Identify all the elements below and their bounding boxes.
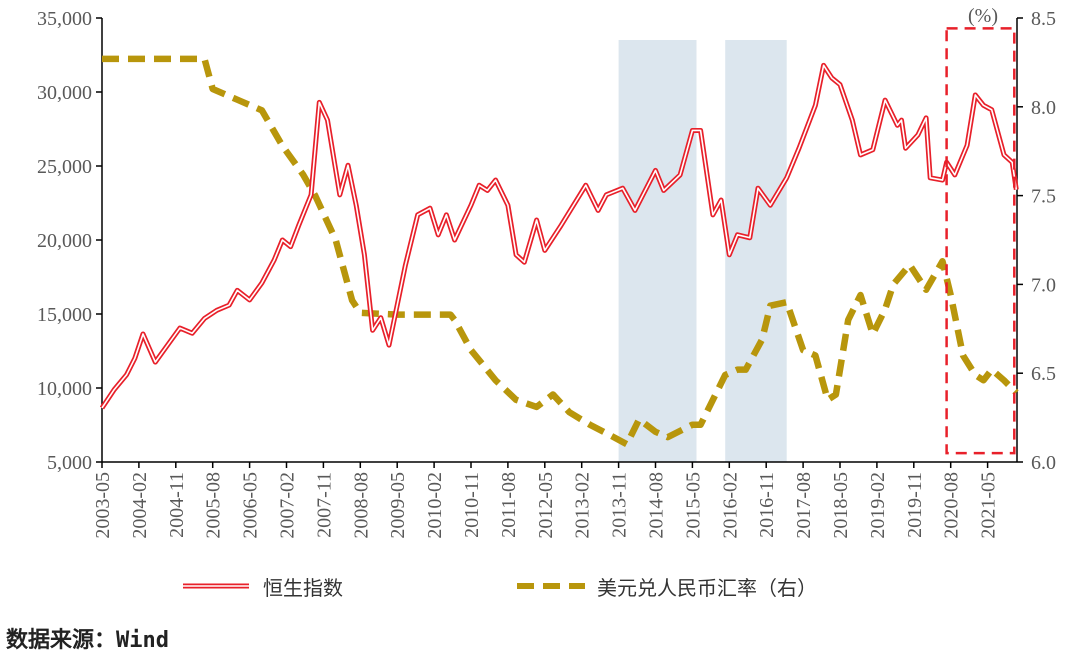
x-tick-label: 2017-08 <box>793 472 815 539</box>
right-tick-label: 7.5 <box>1031 186 1056 208</box>
left-tick-label: 35,000 <box>37 8 92 30</box>
legend-swatch-hsi <box>183 583 249 589</box>
x-tick-label: 2016-11 <box>756 472 778 538</box>
highlight-box <box>945 27 1016 455</box>
left-tick-label: 25,000 <box>37 156 92 178</box>
x-tick-label: 2018-05 <box>830 472 852 539</box>
x-tick-label: 2020-08 <box>941 472 963 539</box>
shaded-period-0 <box>618 40 697 462</box>
x-tick-label: 2019-11 <box>904 472 926 538</box>
legend-item-hsi: 恒生指数 <box>183 572 343 600</box>
x-tick-label: 2012-05 <box>535 472 557 539</box>
x-tick-label: 2019-02 <box>867 472 889 539</box>
x-tick-label: 2013-02 <box>572 472 594 539</box>
series-usdcny-line <box>102 55 1019 448</box>
x-tick-label: 2015-05 <box>682 472 704 539</box>
x-tick-label: 2006-05 <box>240 472 262 539</box>
x-tick-label: 2011-08 <box>498 472 520 538</box>
left-tick-label: 10,000 <box>37 378 92 400</box>
legend-label-hsi: 恒生指数 <box>263 575 343 600</box>
legend-swatch-usdcny <box>517 583 585 589</box>
right-tick-label: 6.0 <box>1031 452 1056 474</box>
x-tick-label: 2016-02 <box>719 472 741 539</box>
x-tick-label: 2007-02 <box>277 472 299 539</box>
legend-label-usdcny: 美元兑人民币汇率（右） <box>597 575 817 600</box>
x-tick-label: 2003-05 <box>92 472 114 539</box>
x-tick-label: 2010-02 <box>424 472 446 539</box>
right-tick-label: 8.0 <box>1031 97 1056 119</box>
x-tick-label: 2014-08 <box>646 472 668 539</box>
x-tick-label: 2021-05 <box>978 472 1000 539</box>
left-tick-label: 30,000 <box>37 82 92 104</box>
x-tick-label: 2008-08 <box>350 472 372 539</box>
series-hsi-line <box>99 62 1019 410</box>
legend-item-usdcny: 美元兑人民币汇率（右） <box>517 572 817 600</box>
left-tick-label: 5,000 <box>47 452 92 474</box>
right-tick-label: 7.0 <box>1031 274 1056 296</box>
x-tick-label: 2005-08 <box>203 472 225 539</box>
x-tick-label: 2009-05 <box>387 472 409 539</box>
right-axis-unit: (%) <box>968 5 998 27</box>
right-tick-label: 6.5 <box>1031 363 1056 385</box>
shaded-period-1 <box>725 40 787 462</box>
left-tick-label: 20,000 <box>37 230 92 252</box>
left-tick-label: 15,000 <box>37 304 92 326</box>
x-tick-label: 2013-11 <box>609 472 631 538</box>
x-tick-label: 2010-11 <box>461 472 483 538</box>
x-tick-label: 2007-11 <box>313 472 335 538</box>
source-note: 数据来源：Wind <box>6 628 169 653</box>
x-tick-label: 2004-11 <box>166 472 188 538</box>
x-tick-label: 2004-02 <box>129 472 151 539</box>
series-hsi-line-inner <box>101 64 1018 409</box>
right-tick-label: 8.5 <box>1031 8 1056 30</box>
